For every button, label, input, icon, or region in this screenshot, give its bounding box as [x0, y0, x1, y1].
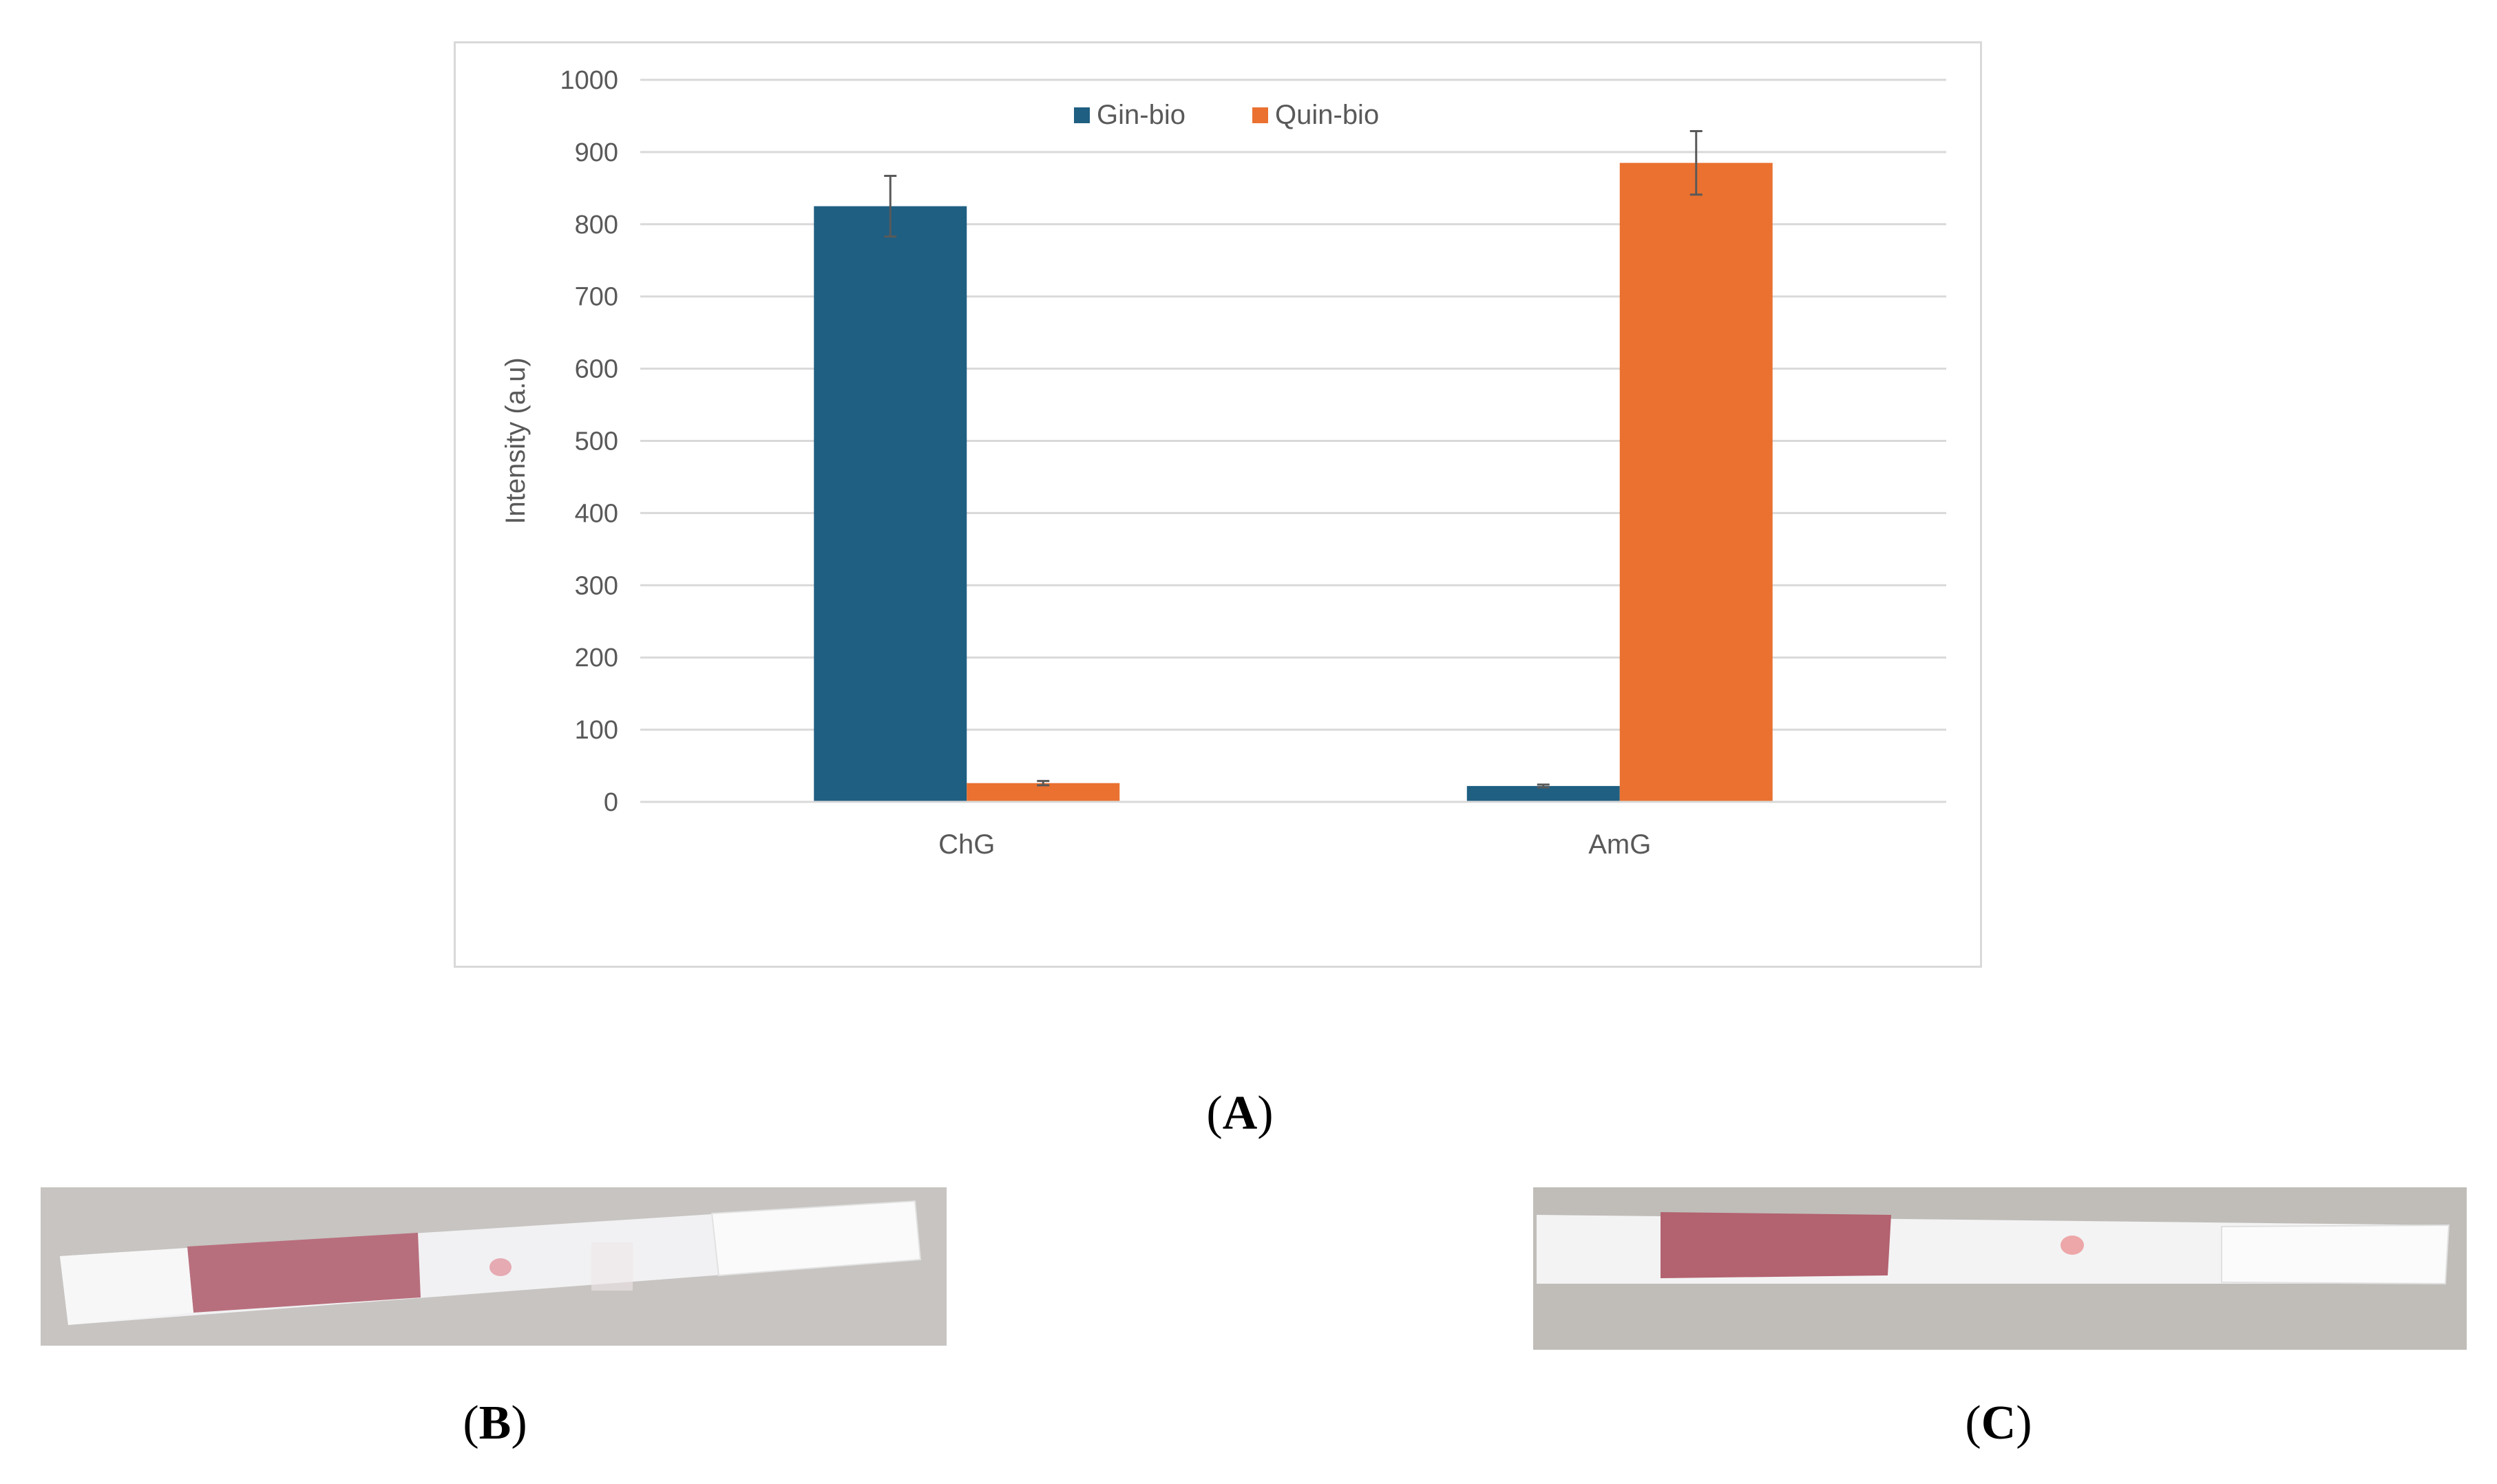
y-tick-label: 1000	[560, 66, 618, 95]
panel-label-b-letter: B	[478, 1397, 512, 1450]
strip-b-absorbent-pad	[710, 1200, 922, 1277]
y-tick-label: 100	[575, 716, 618, 745]
strip-b-end-pad	[60, 1248, 193, 1325]
test-strip-photo-b	[41, 1187, 947, 1346]
panel-label-a: (A)	[1206, 1087, 1274, 1140]
y-tick-label: 900	[575, 138, 618, 167]
y-tick-label: 400	[575, 499, 618, 528]
x-tick-label: AmG	[1588, 829, 1651, 860]
y-tick-label: 200	[575, 644, 618, 672]
strip-b-faint-band	[591, 1242, 633, 1291]
bar-gin-bio-amg	[1466, 785, 1620, 802]
bar-chart: 0 100 200 300 400 500 600 700 800 900 1000 Intensit…	[501, 66, 1946, 860]
legend-label-quin-bio: Quin-bio	[1275, 100, 1379, 130]
strip-c-absorbent-pad	[2221, 1224, 2450, 1285]
panel-label-a-letter: A	[1222, 1087, 1258, 1140]
strip-c-sample-pad	[1661, 1212, 1891, 1278]
y-tick-label: 300	[575, 571, 618, 600]
strip-b-sample-pad	[187, 1233, 421, 1313]
y-axis-label: Intensity (a.u)	[501, 357, 531, 524]
strip-b-test-spot	[489, 1258, 512, 1276]
y-tick-label: 500	[575, 427, 618, 456]
test-strip-photo-c	[1533, 1187, 2467, 1350]
bar-gin-bio-chg	[814, 206, 967, 802]
y-tick-label: 600	[575, 355, 618, 384]
legend-label-gin-bio: Gin-bio	[1097, 100, 1186, 130]
x-tick-label: ChG	[938, 829, 995, 860]
panel-label-c: (C)	[1965, 1397, 2032, 1450]
y-tick-label: 0	[604, 788, 618, 817]
panel-label-c-letter: C	[1981, 1397, 2016, 1450]
strip-c-test-spot	[2061, 1236, 2084, 1255]
chart-panel: 0 100 200 300 400 500 600 700 800 900 1000 Intensit…	[454, 41, 1982, 968]
legend-swatch-quin-bio	[1252, 107, 1268, 123]
y-tick-label: 800	[575, 211, 618, 240]
bar-quin-bio-amg	[1619, 162, 1773, 802]
panel-label-b: (B)	[463, 1397, 527, 1450]
legend-swatch-gin-bio	[1074, 107, 1090, 123]
y-tick-label: 700	[575, 283, 618, 312]
